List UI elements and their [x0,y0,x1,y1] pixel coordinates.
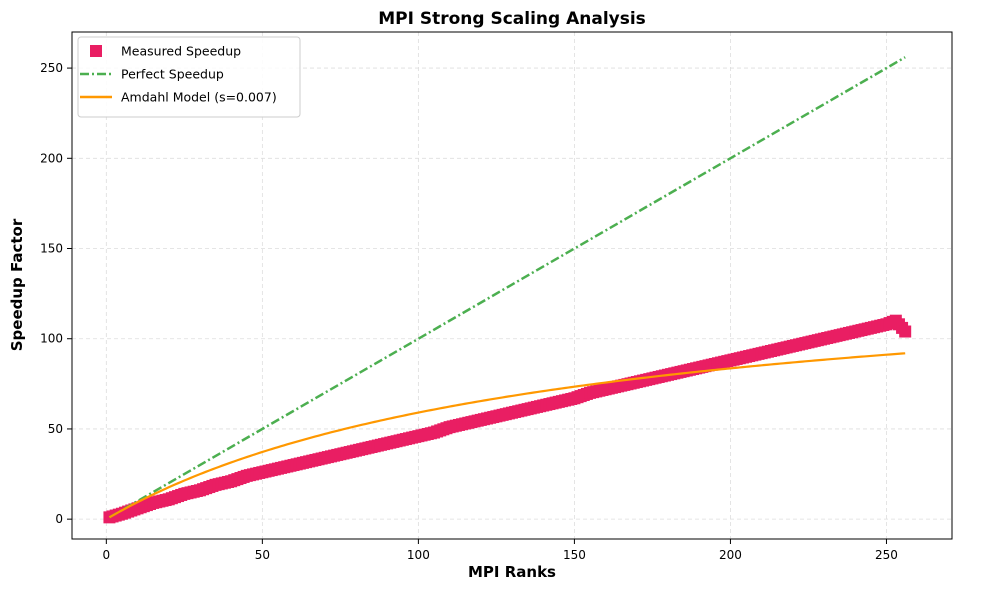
x-tick-label: 200 [719,548,742,562]
series-amdahl-model [108,352,906,519]
x-tick-label: 0 [103,548,111,562]
legend: Measured Speedup Perfect Speedup Amdahl … [77,36,301,118]
measured-point [899,325,912,338]
x-tick-label: 150 [563,548,586,562]
x-tick-label: 100 [407,548,430,562]
series-measured-speedup [103,314,912,524]
x-tick-label: 50 [255,548,270,562]
y-axis-title: Speedup Factor [8,218,26,351]
y-tick-label: 150 [40,242,63,256]
y-tick-label: 50 [48,422,63,436]
legend-label-perfect: Perfect Speedup [121,67,224,82]
axes: 0 50 100 150 200 250 0 50 100 150 200 250 [40,61,898,562]
y-tick-label: 200 [40,151,63,165]
chart-title: MPI Strong Scaling Analysis [378,9,646,29]
plot-frame [71,31,953,540]
x-axis-title: MPI Ranks [468,563,556,581]
legend-box [77,36,301,118]
y-tick-label: 0 [55,512,63,526]
series-layer [103,56,912,524]
series-perfect-speedup [108,56,906,519]
y-tick-label: 100 [40,332,63,346]
y-tick-label: 250 [40,61,63,75]
legend-marker-measured [90,45,102,57]
legend-label-measured: Measured Speedup [121,44,241,59]
legend-label-amdahl: Amdahl Model (s=0.007) [121,90,277,105]
x-tick-label: 250 [875,548,898,562]
